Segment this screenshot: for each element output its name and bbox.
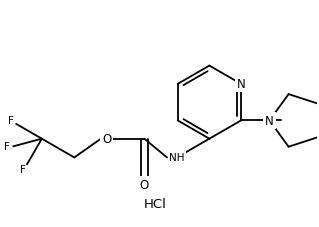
Text: O: O xyxy=(102,133,111,146)
Text: N: N xyxy=(237,78,245,91)
Text: HCl: HCl xyxy=(144,197,167,210)
Text: NH: NH xyxy=(169,153,185,163)
Text: F: F xyxy=(4,142,10,152)
Text: N: N xyxy=(265,114,274,127)
Text: F: F xyxy=(20,165,26,175)
Text: O: O xyxy=(140,178,149,191)
Text: F: F xyxy=(8,115,14,125)
